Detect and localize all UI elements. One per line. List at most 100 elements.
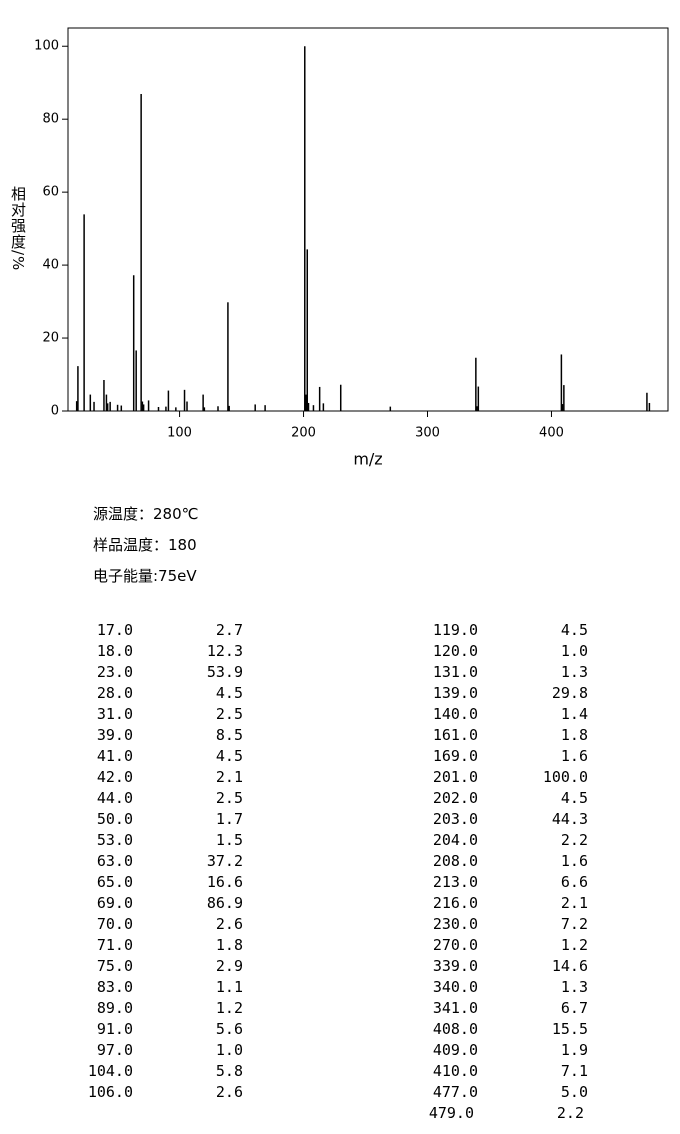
mz-cell: 409.0 [432,1041,478,1059]
info-line: 电子能量:75eV [93,567,197,585]
intensity-cell: 2.1 [215,768,243,786]
intensity-cell: 4.5 [560,789,588,807]
x-axis-label: m/z [353,450,382,469]
intensity-cell: 2.1 [560,894,588,912]
mz-cell: 213.0 [432,873,478,891]
intensity-cell: 1.8 [215,936,243,954]
mz-cell: 91.0 [96,1020,133,1038]
y-tick-label: 40 [42,258,59,273]
mz-cell: 139.0 [432,684,478,702]
mz-cell: 71.0 [96,936,133,954]
mz-cell: 201.0 [432,768,478,786]
mz-cell: 39.0 [96,726,133,744]
intensity-cell: 7.1 [560,1062,588,1080]
intensity-cell: 5.8 [215,1062,243,1080]
intensity-cell: 1.1 [215,978,243,996]
mz-cell: 18.0 [96,642,133,660]
mz-cell: 477.0 [432,1083,478,1101]
mz-cell: 208.0 [432,852,478,870]
intensity-cell: 1.3 [560,663,588,681]
intensity-cell: 1.9 [560,1041,588,1059]
mz-cell: 50.0 [96,810,133,828]
intensity-cell: 15.5 [551,1020,588,1038]
intensity-cell: 14.6 [551,957,588,975]
intensity-cell: 37.2 [206,852,243,870]
info-line: 样品温度：180 [93,536,197,554]
intensity-cell: 4.5 [215,747,243,765]
mz-cell: 28.0 [96,684,133,702]
mz-cell: 119.0 [432,621,478,639]
intensity-cell: 1.8 [560,726,588,744]
mz-cell: 97.0 [96,1041,133,1059]
mz-cell: 131.0 [432,663,478,681]
mz-cell: 41.0 [96,747,133,765]
intensity-cell: 2.2 [556,1104,584,1122]
mz-cell: 216.0 [432,894,478,912]
x-tick-label: 300 [415,426,440,441]
x-tick-label: 400 [539,426,564,441]
mz-cell: 65.0 [96,873,133,891]
intensity-cell: 1.5 [215,831,243,849]
y-tick-label: 100 [34,39,59,54]
mz-cell: 410.0 [432,1062,478,1080]
intensity-cell: 2.7 [215,621,243,639]
intensity-cell: 2.6 [215,915,243,933]
intensity-cell: 16.6 [206,873,243,891]
intensity-cell: 1.0 [215,1041,243,1059]
mz-cell: 53.0 [96,831,133,849]
intensity-cell: 6.6 [560,873,588,891]
mz-cell: 204.0 [432,831,478,849]
info-line: 源温度：280℃ [93,505,199,523]
y-tick-label: 60 [42,185,59,200]
mz-cell: 104.0 [87,1062,133,1080]
intensity-cell: 29.8 [551,684,588,702]
intensity-cell: 2.5 [215,705,243,723]
intensity-cell: 1.7 [215,810,243,828]
intensity-cell: 2.2 [560,831,588,849]
y-tick-label: 20 [42,331,59,346]
intensity-cell: 4.5 [215,684,243,702]
mz-cell: 23.0 [96,663,133,681]
mz-cell: 340.0 [432,978,478,996]
mz-cell: 169.0 [432,747,478,765]
intensity-cell: 2.6 [215,1083,243,1101]
mz-cell: 230.0 [432,915,478,933]
mz-cell: 44.0 [96,789,133,807]
intensity-cell: 2.9 [215,957,243,975]
x-tick-label: 100 [167,426,192,441]
intensity-cell: 12.3 [206,642,243,660]
chart: m/z 0 20 40 60 80 100 100 200 300 400 [34,27,669,469]
intensity-cell: 100.0 [542,768,588,786]
mz-cell: 75.0 [96,957,133,975]
intensity-cell: 2.5 [215,789,243,807]
mz-cell: 479.0 [428,1104,474,1122]
intensity-cell: 44.3 [551,810,588,828]
intensity-cell: 1.2 [215,999,243,1017]
mz-cell: 408.0 [432,1020,478,1038]
mz-cell: 106.0 [87,1083,133,1101]
mz-cell: 42.0 [96,768,133,786]
intensity-cell: 1.6 [560,852,588,870]
y-tick-label: 0 [51,404,59,419]
y-tick-label: 80 [42,112,59,127]
intensity-cell: 1.3 [560,978,588,996]
mz-cell: 69.0 [96,894,133,912]
mz-cell: 202.0 [432,789,478,807]
x-tick-label: 200 [291,426,316,441]
mz-cell: 140.0 [432,705,478,723]
intensity-cell: 8.5 [215,726,243,744]
mz-cell: 63.0 [96,852,133,870]
intensity-cell: 6.7 [560,999,588,1017]
mz-cell: 270.0 [432,936,478,954]
y-axis-label: 相对强度/% [9,186,27,272]
mz-cell: 203.0 [432,810,478,828]
mz-cell: 31.0 [96,705,133,723]
intensity-cell: 7.2 [560,915,588,933]
mz-cell: 70.0 [96,915,133,933]
mz-cell: 120.0 [432,642,478,660]
intensity-cell: 5.6 [215,1020,243,1038]
mz-cell: 161.0 [432,726,478,744]
intensity-cell: 1.0 [560,642,588,660]
plot-frame [67,27,669,412]
